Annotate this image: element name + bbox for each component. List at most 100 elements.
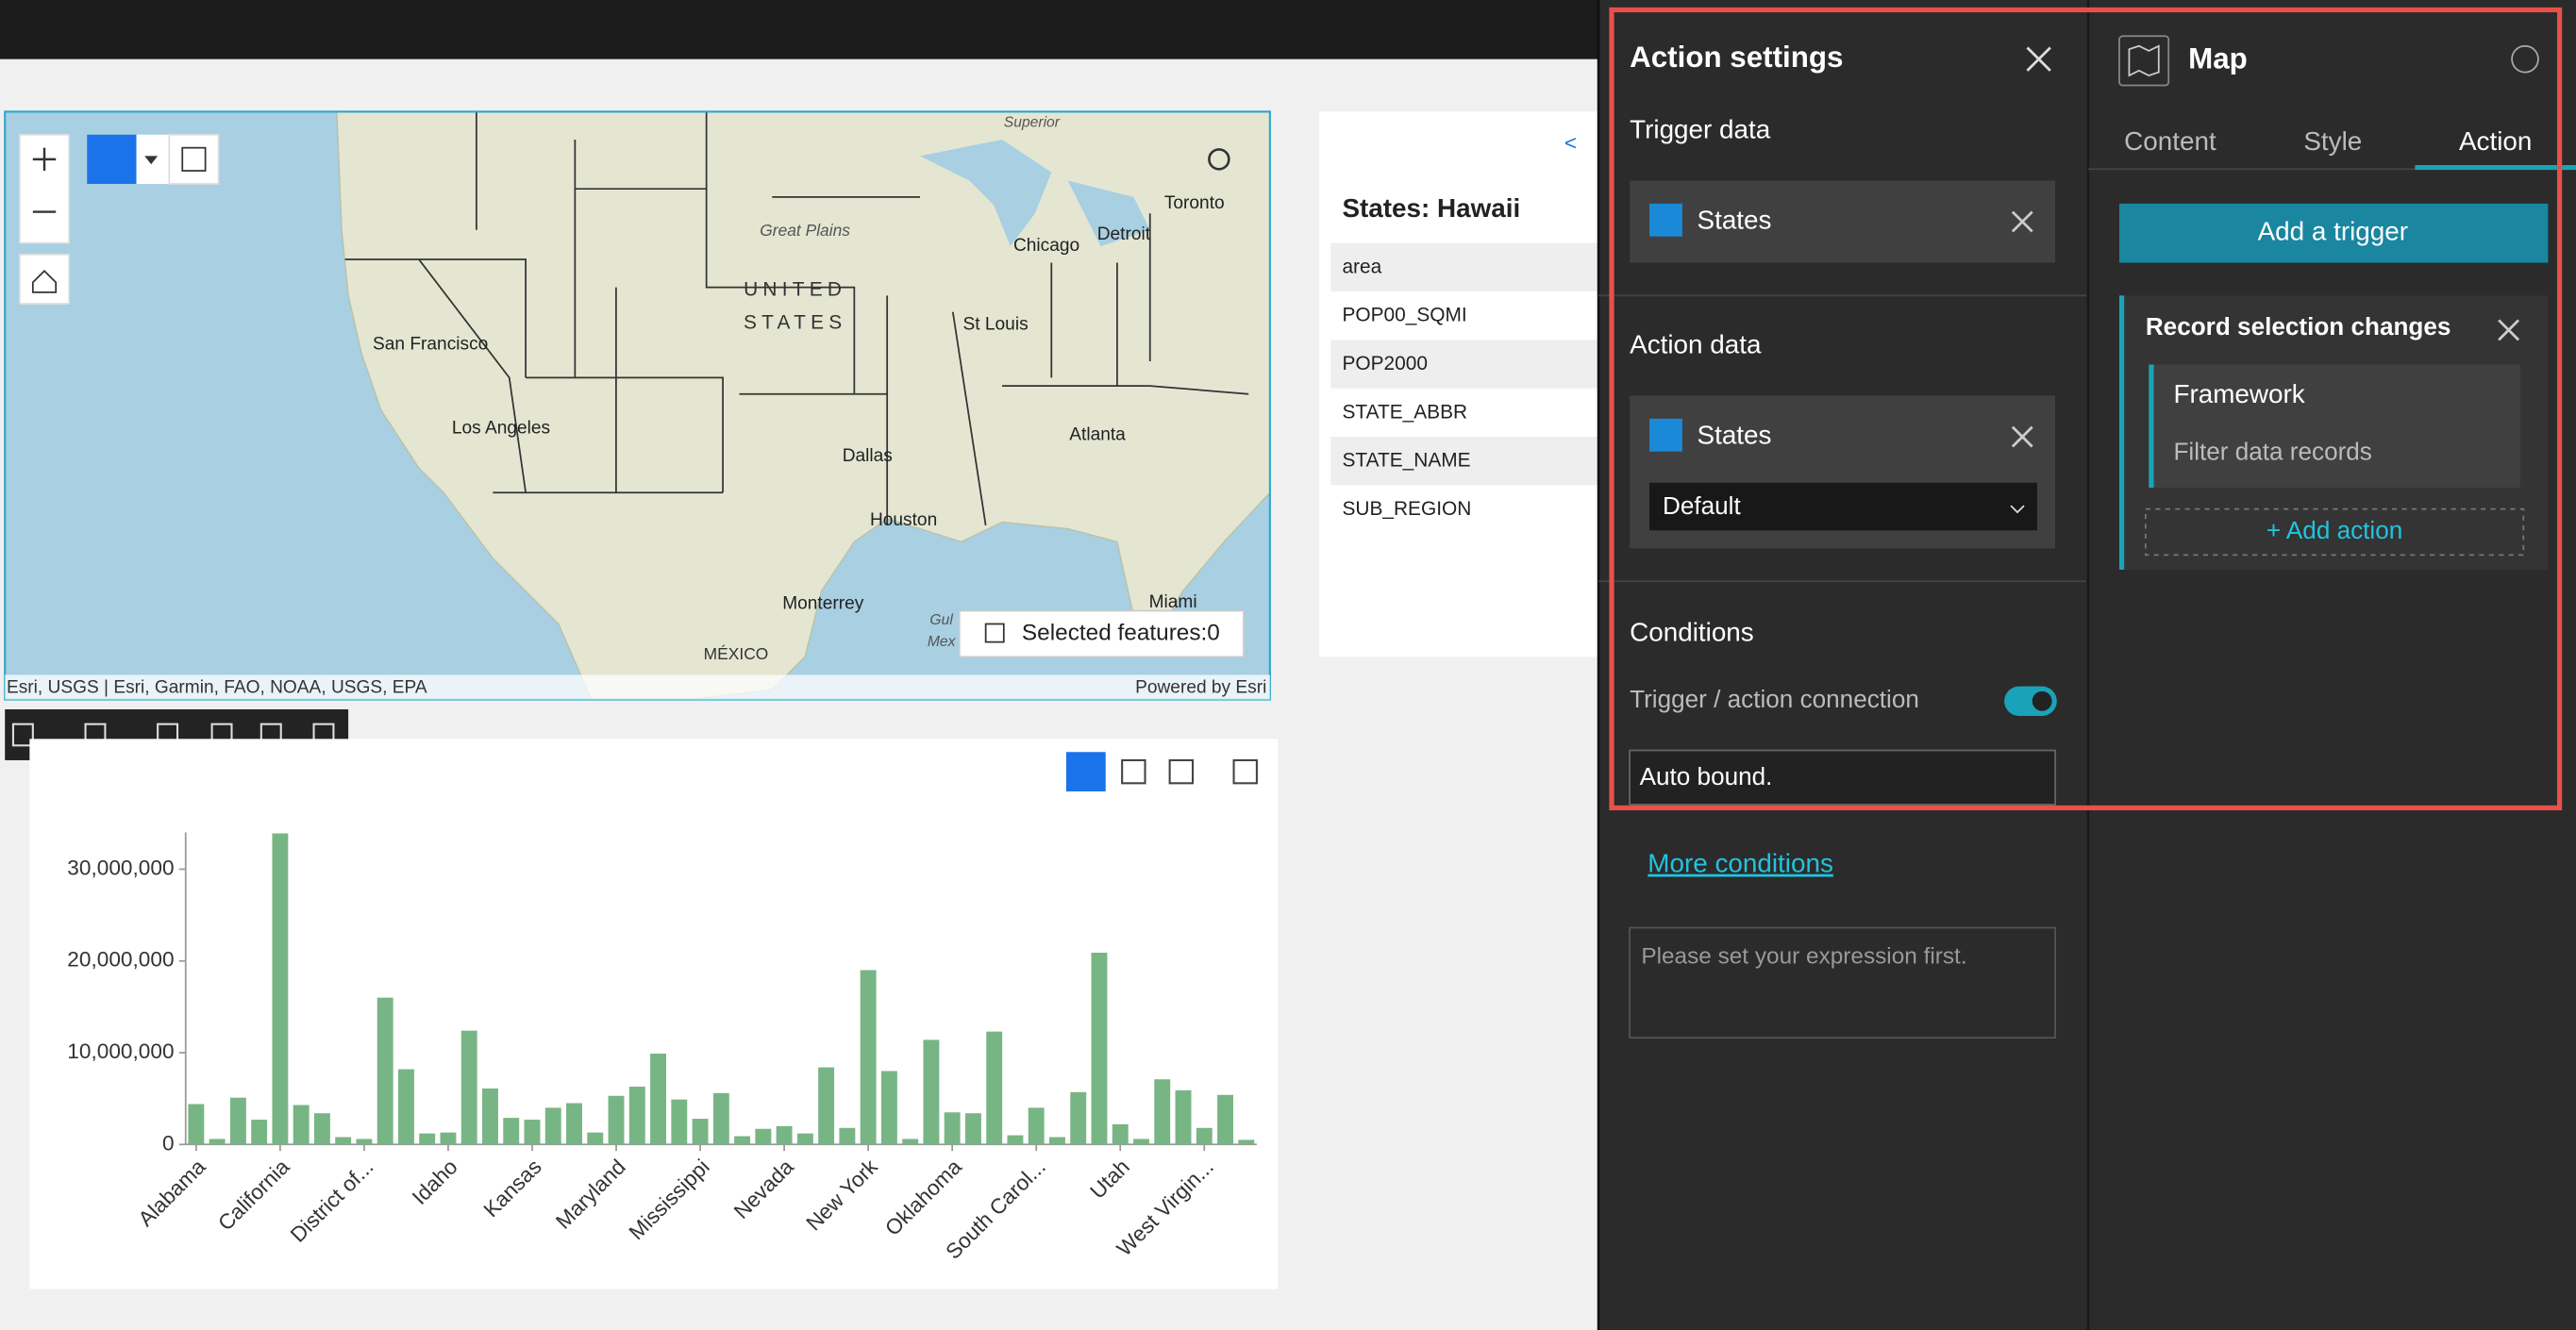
table-title: States: Hawaii bbox=[1342, 193, 1520, 223]
more-conditions-link[interactable]: More conditions bbox=[1648, 849, 1833, 878]
bar[interactable] bbox=[1238, 1139, 1255, 1145]
bar[interactable] bbox=[902, 1139, 919, 1145]
bar[interactable] bbox=[293, 1105, 309, 1145]
x-stroke bbox=[2026, 46, 2051, 72]
bar[interactable] bbox=[776, 1125, 793, 1145]
trigger-layer bbox=[1630, 180, 2056, 263]
map-label: Mex bbox=[928, 634, 957, 650]
bar[interactable] bbox=[229, 1097, 246, 1145]
connection-box[interactable] bbox=[1629, 749, 2056, 806]
add-trigger-button[interactable] bbox=[2118, 203, 2549, 263]
bar[interactable] bbox=[650, 1053, 667, 1145]
add-action-button[interactable] bbox=[2144, 507, 2525, 557]
bar[interactable] bbox=[944, 1112, 961, 1145]
bar[interactable] bbox=[376, 997, 393, 1145]
help-icon[interactable] bbox=[2511, 44, 2539, 74]
add-trigger-text[interactable]: Add a trigger bbox=[2258, 217, 2408, 246]
chart-select[interactable] bbox=[1065, 752, 1106, 792]
bar[interactable] bbox=[671, 1099, 688, 1145]
bar[interactable] bbox=[734, 1136, 751, 1145]
bar[interactable] bbox=[566, 1103, 582, 1145]
x-stroke bbox=[2011, 425, 2033, 448]
chart-tool[interactable] bbox=[1121, 758, 1146, 785]
close-button[interactable] bbox=[2026, 46, 2051, 72]
action-item[interactable] bbox=[2149, 364, 2520, 488]
bar[interactable] bbox=[692, 1119, 709, 1145]
selected-features-text[interactable]: Selected features:0 bbox=[1022, 620, 1220, 645]
bar[interactable] bbox=[1175, 1089, 1192, 1145]
bar[interactable] bbox=[1154, 1079, 1171, 1145]
bar[interactable] bbox=[839, 1127, 856, 1145]
bar[interactable] bbox=[755, 1128, 772, 1145]
remove-layer[interactable] bbox=[2011, 210, 2033, 233]
extent-tool[interactable] bbox=[168, 133, 220, 185]
dropdown-arrow bbox=[144, 156, 159, 165]
bar[interactable] bbox=[796, 1133, 813, 1145]
bar[interactable] bbox=[964, 1113, 981, 1145]
bar[interactable] bbox=[397, 1069, 414, 1145]
add-action-text[interactable]: + Add action bbox=[2267, 516, 2402, 544]
bar[interactable] bbox=[272, 833, 289, 1145]
action-widget: Framework bbox=[2173, 379, 2304, 408]
tab[interactable]: Action bbox=[2459, 126, 2532, 156]
bar[interactable] bbox=[313, 1113, 330, 1145]
bar[interactable] bbox=[587, 1132, 604, 1145]
expression-box[interactable] bbox=[1629, 926, 2056, 1039]
map-label: Miami bbox=[1149, 592, 1197, 612]
bar[interactable] bbox=[209, 1139, 226, 1145]
chart-tool[interactable] bbox=[1232, 758, 1258, 785]
map-label: Gul bbox=[929, 612, 953, 628]
tab[interactable]: Content bbox=[2124, 126, 2216, 156]
search-icon[interactable] bbox=[1208, 148, 1230, 171]
bar[interactable] bbox=[880, 1071, 897, 1145]
bar[interactable] bbox=[628, 1087, 645, 1145]
map-label: Toronto bbox=[1164, 193, 1225, 213]
bar[interactable] bbox=[986, 1031, 1003, 1145]
bar[interactable] bbox=[1196, 1127, 1213, 1145]
selected-features[interactable] bbox=[958, 609, 1245, 658]
remove-trigger[interactable] bbox=[2498, 319, 2520, 341]
tab[interactable]: Style bbox=[2303, 126, 2362, 156]
bar[interactable] bbox=[356, 1139, 373, 1145]
bar[interactable] bbox=[482, 1088, 498, 1145]
chart-tool[interactable] bbox=[1168, 758, 1195, 785]
bar[interactable] bbox=[608, 1095, 625, 1145]
bar[interactable] bbox=[460, 1030, 477, 1145]
table-row-bg bbox=[1330, 340, 1599, 389]
select-arrow bbox=[2010, 505, 2025, 514]
bar[interactable] bbox=[1112, 1123, 1129, 1145]
bar[interactable] bbox=[818, 1067, 835, 1145]
bar[interactable] bbox=[335, 1137, 352, 1145]
bar[interactable] bbox=[1070, 1091, 1087, 1145]
bar[interactable] bbox=[419, 1133, 436, 1145]
action-settings-title: Action settings bbox=[1630, 41, 1843, 74]
table-row-bg bbox=[1330, 242, 1599, 291]
toolbar-icon[interactable] bbox=[11, 723, 34, 747]
remove-layer[interactable] bbox=[2011, 425, 2033, 448]
bar[interactable] bbox=[524, 1120, 541, 1145]
bar[interactable] bbox=[440, 1132, 457, 1145]
bar[interactable] bbox=[1007, 1135, 1024, 1145]
bar[interactable] bbox=[1091, 952, 1108, 1145]
bar[interactable] bbox=[1217, 1094, 1233, 1145]
bar[interactable] bbox=[923, 1039, 940, 1145]
bar[interactable] bbox=[544, 1107, 561, 1145]
bar[interactable] bbox=[503, 1118, 520, 1145]
bar[interactable] bbox=[1049, 1137, 1065, 1145]
y-tick-label: 0 bbox=[162, 1131, 175, 1155]
table-field: area bbox=[1342, 256, 1381, 277]
home-button[interactable] bbox=[19, 253, 70, 305]
bar[interactable] bbox=[712, 1092, 729, 1145]
view-select-value[interactable]: Default bbox=[1663, 491, 1741, 520]
extent-icon bbox=[181, 146, 207, 172]
bar[interactable] bbox=[1133, 1139, 1149, 1145]
bar[interactable] bbox=[1028, 1107, 1045, 1145]
bar[interactable] bbox=[188, 1104, 205, 1145]
map-state-lines bbox=[344, 111, 1249, 526]
table-back[interactable]: < bbox=[1564, 131, 1577, 155]
view-select[interactable] bbox=[1649, 482, 2037, 531]
select-tool[interactable] bbox=[87, 134, 137, 184]
bar[interactable] bbox=[251, 1120, 268, 1145]
bar[interactable] bbox=[860, 970, 877, 1145]
